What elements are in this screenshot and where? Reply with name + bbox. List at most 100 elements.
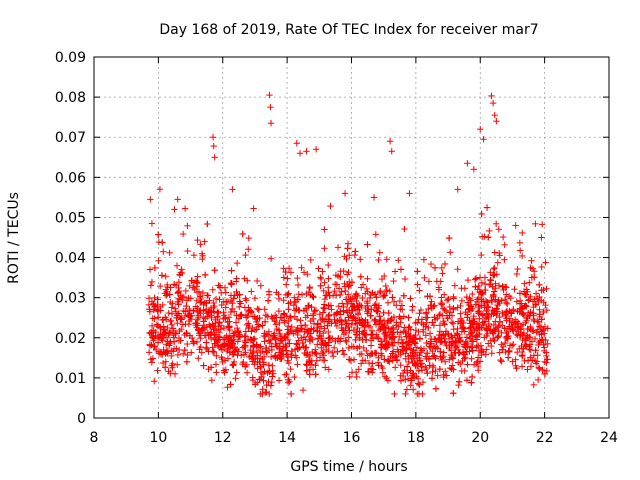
data-point: [383, 331, 390, 339]
data-point: [538, 316, 545, 323]
data-point: [508, 342, 516, 349]
data-point: [505, 348, 513, 356]
data-point: [534, 352, 541, 359]
data-point: [294, 281, 302, 289]
data-point: [405, 358, 412, 366]
data-point-spike: [303, 148, 310, 155]
data-point: [498, 358, 505, 365]
data-point: [448, 351, 455, 359]
data-point: [160, 248, 167, 255]
data-point: [540, 308, 547, 316]
data-point: [222, 315, 229, 322]
data-point: [162, 314, 169, 321]
data-point: [325, 302, 332, 309]
data-point: [483, 204, 491, 211]
data-point: [184, 222, 191, 229]
data-point: [194, 273, 201, 280]
data-point: [195, 355, 202, 362]
data-point: [310, 293, 317, 301]
data-point: [404, 338, 412, 345]
data-point: [457, 336, 464, 344]
data-point: [383, 286, 391, 294]
data-point: [369, 360, 376, 367]
data-point: [439, 305, 447, 312]
data-point: [259, 390, 266, 398]
data-point: [335, 303, 343, 310]
data-point: [168, 321, 175, 329]
data-point: [213, 369, 220, 376]
data-point: [407, 367, 414, 374]
data-point: [222, 289, 229, 296]
data-point: [320, 301, 328, 308]
data-point: [424, 324, 432, 332]
data-point: [159, 359, 167, 367]
data-point: [354, 292, 361, 300]
data-point: [432, 345, 439, 352]
data-point: [518, 252, 526, 260]
data-point: [466, 335, 474, 342]
data-point: [309, 293, 316, 300]
data-point: [245, 246, 252, 253]
data-point: [357, 360, 365, 367]
data-point: [441, 321, 448, 328]
data-point: [519, 229, 526, 237]
data-point: [352, 336, 359, 344]
data-point: [158, 272, 166, 279]
data-point: [236, 291, 243, 298]
data-point: [490, 265, 497, 273]
data-point: [159, 239, 166, 246]
data-point: [504, 354, 512, 361]
data-point-spike: [480, 136, 487, 143]
data-point: [199, 252, 206, 259]
data-point: [512, 356, 519, 363]
data-point: [536, 365, 543, 372]
data-point: [232, 375, 239, 382]
data-point: [386, 358, 393, 365]
data-point: [414, 319, 421, 326]
data-point: [329, 349, 336, 356]
data-point: [261, 338, 268, 345]
data-point: [210, 325, 217, 333]
data-point: [495, 298, 502, 305]
data-point: [454, 318, 462, 325]
data-point: [162, 341, 170, 348]
data-point: [188, 277, 195, 284]
data-point: [167, 370, 174, 377]
data-point: [438, 294, 445, 301]
data-point: [522, 319, 529, 327]
data-point: [268, 378, 275, 386]
data-point: [513, 364, 520, 372]
data-point: [198, 298, 205, 306]
data-point: [442, 368, 449, 375]
data-point: [167, 338, 174, 345]
data-point: [281, 335, 289, 342]
data-point: [444, 314, 451, 322]
data-point: [446, 308, 454, 316]
data-point: [431, 314, 438, 321]
data-point: [376, 249, 383, 256]
data-point: [317, 274, 324, 281]
data-point: [532, 360, 540, 367]
data-point: [404, 375, 412, 383]
data-point: [200, 306, 207, 314]
data-point: [375, 320, 383, 327]
data-point: [320, 329, 327, 337]
data-point: [280, 310, 287, 317]
data-point: [272, 336, 279, 343]
data-point: [293, 354, 301, 361]
data-point: [447, 347, 455, 354]
data-point: [395, 333, 403, 341]
data-point: [324, 322, 331, 329]
data-point: [250, 205, 257, 212]
data-point: [415, 390, 423, 398]
data-point: [541, 370, 549, 378]
data-point: [321, 364, 329, 371]
data-point: [372, 231, 380, 238]
data-point: [203, 292, 211, 299]
data-point: [251, 294, 259, 302]
data-point: [354, 324, 361, 332]
data-point: [164, 350, 171, 357]
data-point: [199, 327, 206, 335]
data-point: [356, 319, 363, 326]
data-point: [302, 305, 310, 312]
